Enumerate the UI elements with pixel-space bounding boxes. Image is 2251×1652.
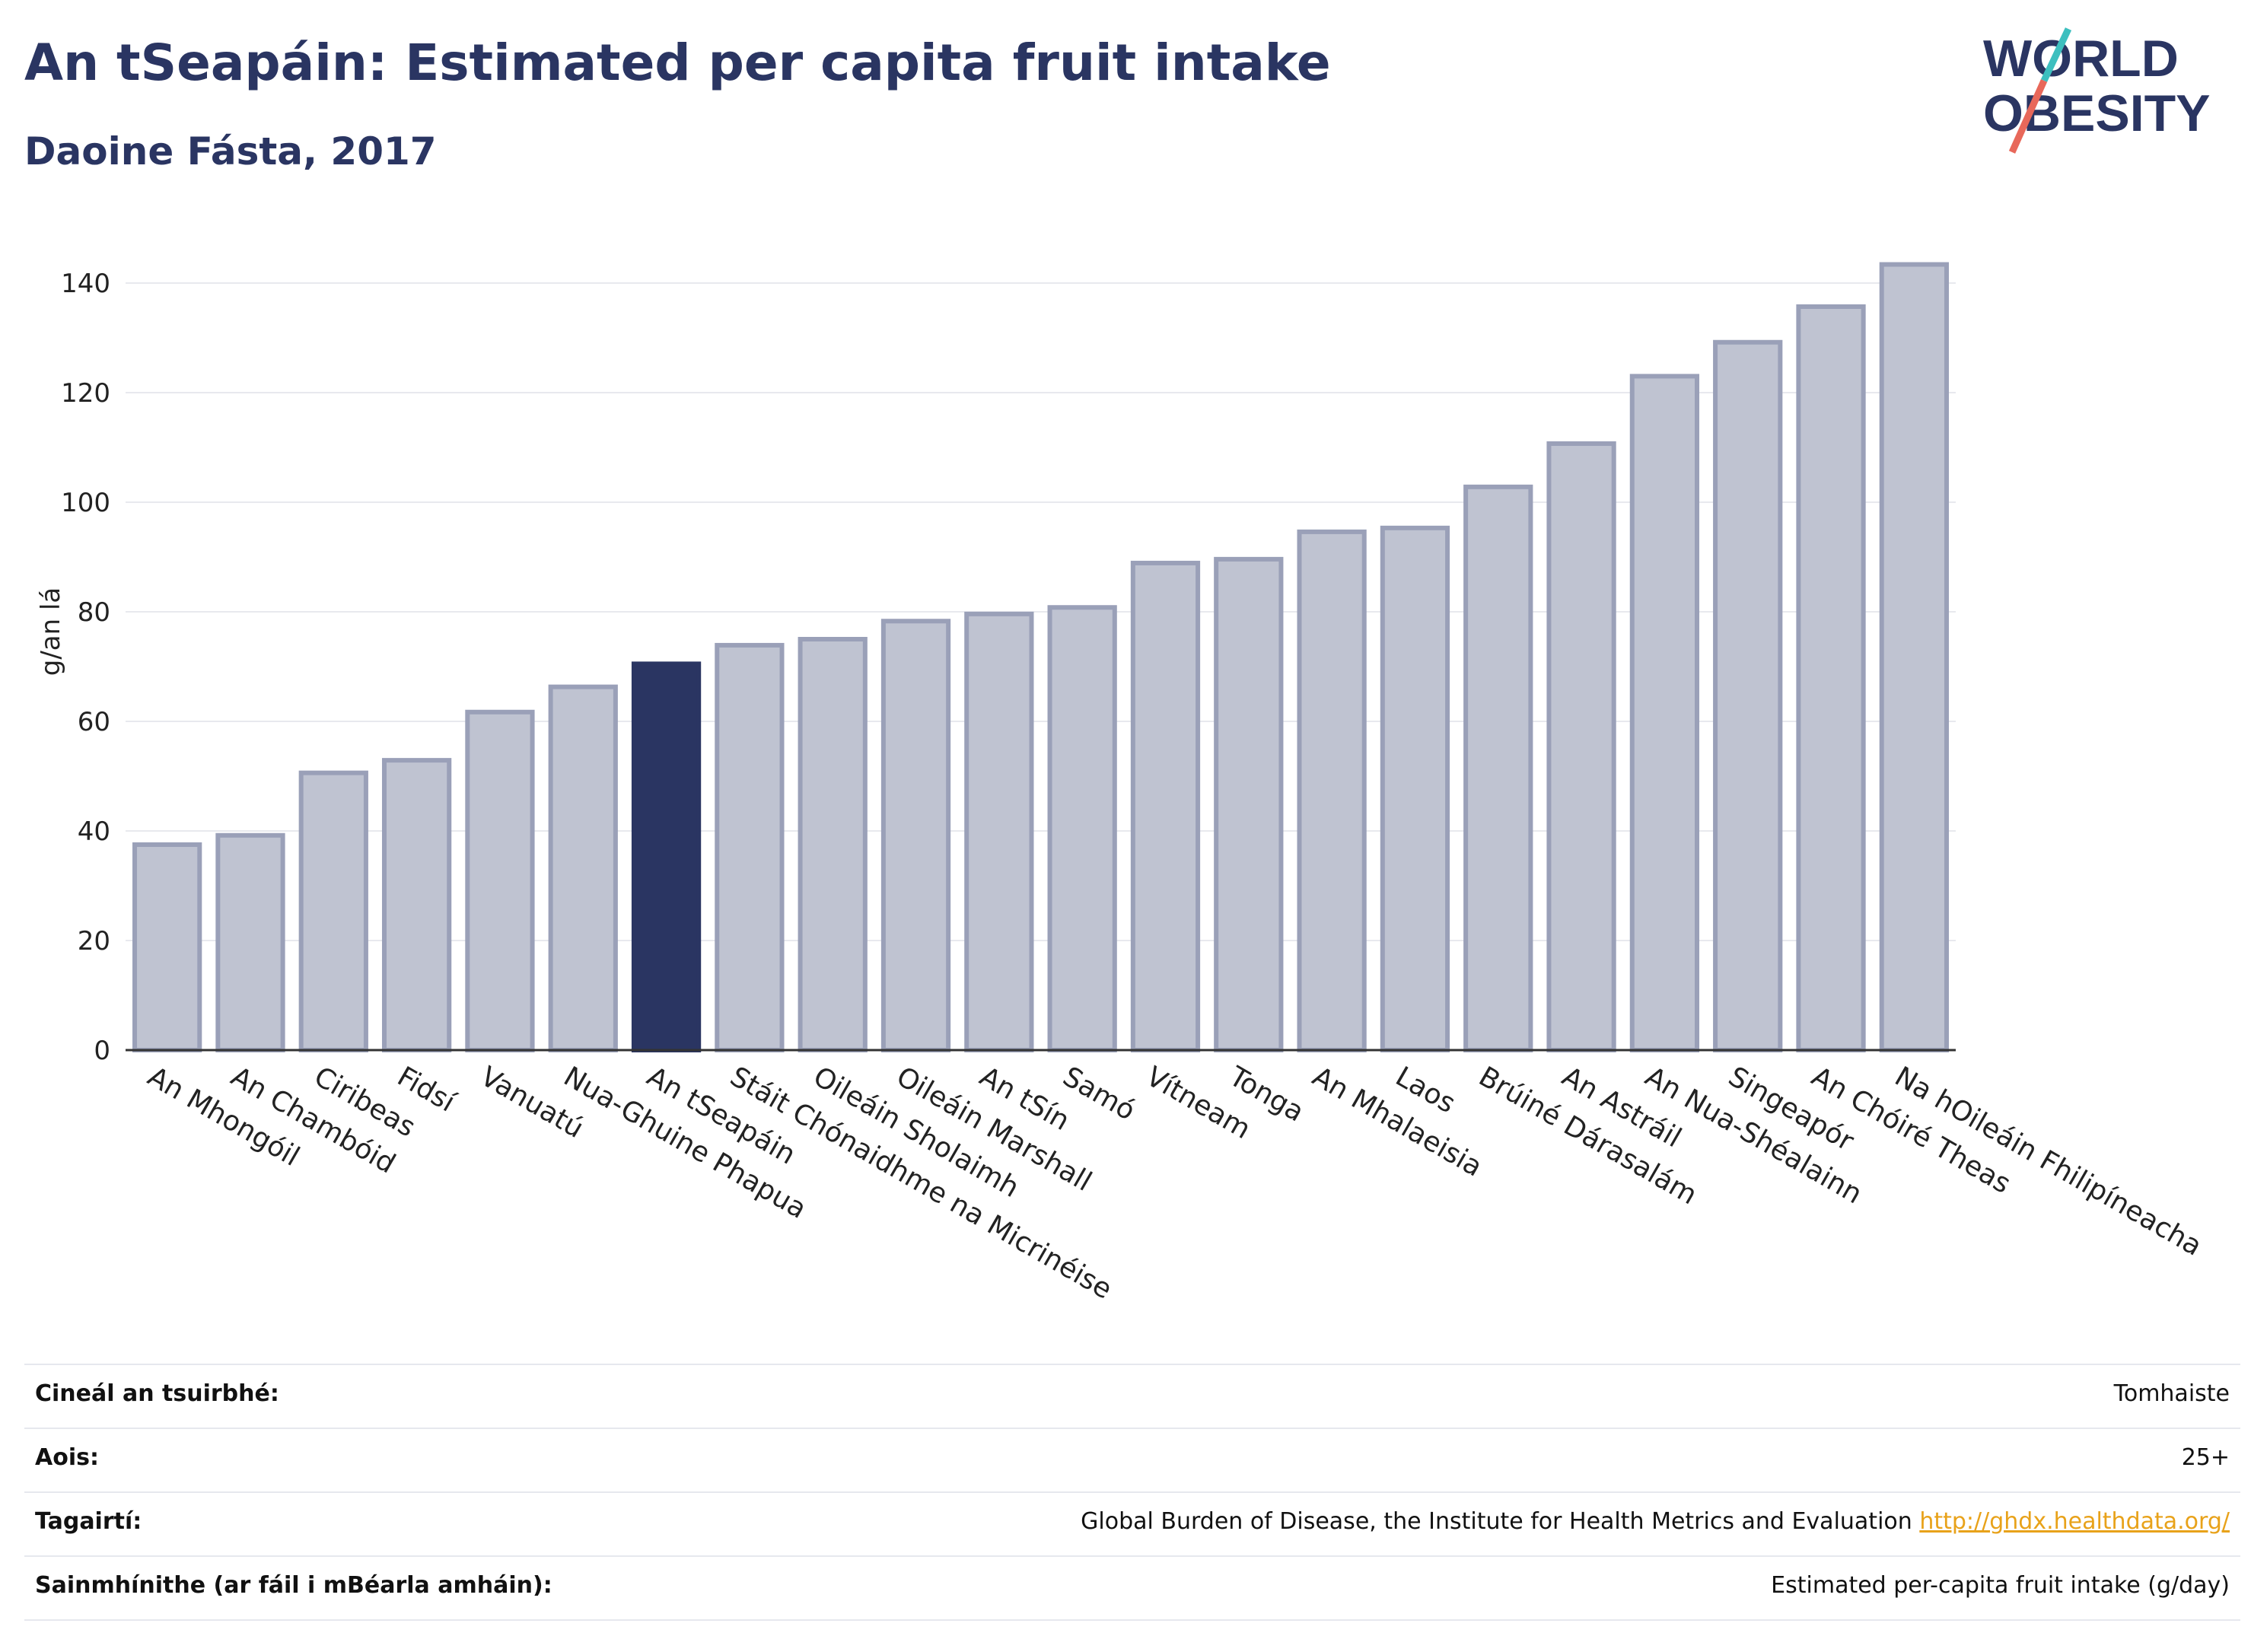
bar-14 (1297, 529, 1367, 1052)
reference-link[interactable]: http://ghdx.healthdata.org/ (1919, 1508, 2230, 1535)
bar-21 (1879, 262, 1949, 1052)
meta-label: Aois: (35, 1444, 99, 1471)
bar-10 (964, 611, 1034, 1052)
bar-4 (465, 709, 535, 1052)
bar-12 (1130, 560, 1201, 1052)
logo-slash-bottom (2008, 79, 2048, 154)
bars (132, 262, 1949, 1053)
meta-value: Tomhaiste (2114, 1380, 2230, 1407)
bar-17 (1546, 441, 1616, 1052)
y-tick-label: 60 (78, 707, 110, 737)
meta-row: Cineál an tsuirbhé: Tomhaiste (24, 1364, 2240, 1428)
bar-3 (381, 758, 452, 1052)
meta-label: Tagairtí: (35, 1508, 142, 1535)
meta-value-text: Global Burden of Disease, the Institute … (1081, 1508, 1920, 1535)
bar-19 (1713, 339, 1783, 1052)
bar-13 (1214, 556, 1284, 1052)
bar-15 (1380, 525, 1450, 1052)
metadata-table: Cineál an tsuirbhé: Tomhaiste Aois: 25+ Taga… (24, 1364, 2240, 1621)
logo-line1: WORLD (1983, 30, 2179, 88)
y-tick-label: 80 (78, 597, 110, 628)
meta-label: Cineál an tsuirbhé: (35, 1380, 279, 1407)
bar-16 (1463, 484, 1533, 1052)
bar-2 (298, 770, 368, 1052)
meta-row: Sainmhínithe (ar fáil i mBéarla amháin):… (24, 1555, 2240, 1621)
meta-value: Global Burden of Disease, the Institute … (1081, 1508, 2230, 1535)
bar-11 (1047, 605, 1117, 1052)
meta-label: Sainmhínithe (ar fáil i mBéarla amháin): (35, 1572, 552, 1599)
meta-row: Tagairtí: Global Burden of Disease, the I… (24, 1491, 2240, 1555)
bar-20 (1796, 304, 1866, 1052)
bar-6 (631, 661, 702, 1053)
page-title: An tSeapáin: Estimated per capita fruit … (24, 33, 1331, 92)
bar-9 (880, 619, 951, 1052)
bar-8 (798, 637, 868, 1052)
meta-value: Estimated per-capita fruit intake (g/day… (1771, 1572, 2230, 1599)
y-tick-label: 100 (61, 488, 110, 518)
bar-18 (1629, 374, 1700, 1052)
y-tick-label: 40 (78, 816, 110, 847)
bar-0 (132, 842, 202, 1052)
y-axis-label: g/an lá (36, 587, 66, 676)
y-tick-label: 0 (94, 1036, 110, 1066)
meta-value-text: 25+ (2181, 1444, 2230, 1471)
meta-row: Aois: 25+ (24, 1428, 2240, 1491)
meta-value-text: Tomhaiste (2113, 1380, 2230, 1407)
y-tick-label: 140 (61, 269, 110, 299)
bar-7 (715, 642, 785, 1052)
page-subtitle: Daoine Fásta, 2017 (24, 129, 437, 173)
y-tick-label: 120 (61, 378, 110, 409)
logo-slash-top (2040, 27, 2072, 82)
bar-5 (548, 684, 618, 1052)
world-obesity-logo: WORLD OBESITY (1983, 27, 2211, 154)
meta-value-text: Estimated per-capita fruit intake (g/day… (1771, 1572, 2230, 1599)
y-tick-label: 20 (78, 926, 110, 957)
bar-1 (215, 832, 285, 1052)
meta-value: 25+ (2182, 1444, 2230, 1471)
